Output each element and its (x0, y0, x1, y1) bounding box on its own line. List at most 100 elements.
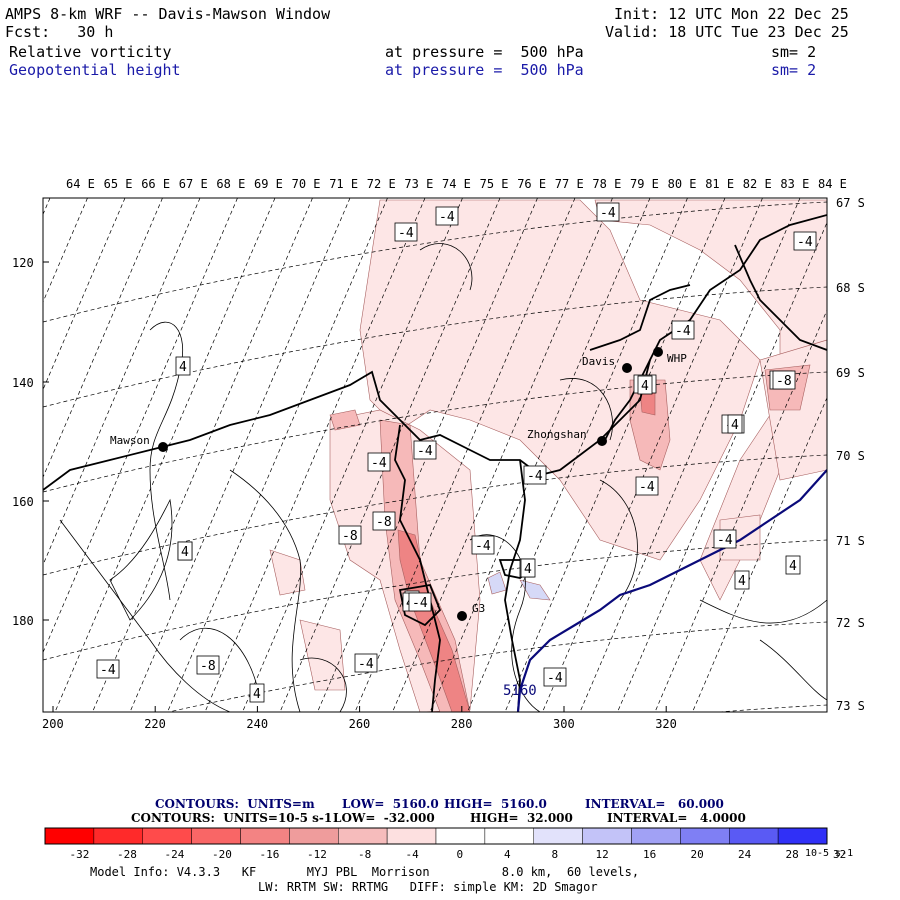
x-tick-label: 280 (451, 717, 473, 731)
contour-units-height: CONTOURS: UNITS=m (155, 797, 315, 811)
contour-label: 4 (641, 379, 649, 394)
longitude-tick-label: 82 E (743, 177, 772, 191)
vorticity-shade-region (329, 409, 361, 431)
contour-label: 5160 (503, 683, 537, 699)
contour-label-box (793, 231, 817, 251)
contour-label-box (175, 356, 191, 376)
contour-label: 4 (738, 574, 746, 589)
colorbar-tick-label: 32 (833, 848, 846, 861)
contour-label-box (96, 659, 120, 679)
forecast-hour: Fcst: 30 h (5, 23, 114, 41)
contour-label: -8 (776, 374, 792, 389)
longitude-tick-label: 72 E (367, 177, 396, 191)
contour-label: 4 (253, 687, 261, 702)
x-tick-label: 200 (42, 717, 64, 731)
longitude-gridline (92, 198, 313, 712)
longitude-gridline (43, 198, 238, 654)
contour-label-box (338, 525, 362, 545)
model-info-line1: Model Info: V4.3.3 KF MYJ PBL Morrison 8… (90, 865, 640, 879)
field1-smooth: sm= 2 (771, 43, 817, 61)
coastline (394, 424, 441, 712)
station-marker (653, 347, 663, 357)
figure-title: AMPS 8-km WRF -- Davis-Mawson Window (5, 5, 331, 23)
vorticity-contour-line (229, 469, 302, 712)
x-tick-label: 320 (655, 717, 677, 731)
longitude-tick-label: 75 E (480, 177, 509, 191)
contour-label-box (785, 555, 801, 575)
contour-label: -4 (417, 444, 433, 459)
model-info-line2: LW: RRTM SW: RRTMG DIFF: simple KM: 2D S… (258, 880, 598, 894)
contour-label: -4 (639, 480, 655, 495)
contour-label-box (367, 452, 391, 472)
station-label: Davis (582, 355, 615, 368)
longitude-gridline (43, 198, 88, 303)
contour-high-height: HIGH= 5160.0 (444, 797, 547, 811)
contour-label-box (727, 414, 743, 434)
longitude-gridline (242, 198, 463, 712)
colorbar-segment (289, 827, 339, 845)
contour-label: 4 (181, 545, 189, 560)
coastline (734, 244, 827, 351)
colorbar-tick-label: 28 (786, 848, 799, 861)
colorbar-tick-label: 0 (457, 848, 464, 861)
longitude-gridline (204, 198, 426, 712)
contour-label-box (408, 592, 432, 612)
colorbar-tick-label: -8 (358, 848, 371, 861)
contour-label-box (394, 222, 418, 242)
latitude-tick-label: 69 S (836, 366, 865, 380)
contour-label-box (772, 370, 796, 390)
colorbar-tick-label: -32 (70, 848, 90, 861)
longitude-tick-label: 80 E (668, 177, 697, 191)
longitude-gridline (279, 198, 501, 712)
colorbar-tick-label: -20 (212, 848, 232, 861)
y-tick-label: 160 (12, 495, 34, 509)
longitude-gridline (129, 198, 351, 712)
colorbar-segment (777, 827, 828, 845)
longitude-tick-label: 64 E (66, 177, 95, 191)
coastline (604, 359, 651, 441)
y-tick-label: 180 (12, 614, 34, 628)
contour-label: -4 (358, 657, 374, 672)
coastline (43, 214, 827, 491)
y-tick-label: 120 (12, 256, 34, 270)
contour-label-box (713, 529, 737, 549)
longitude-tick-label: 71 E (329, 177, 358, 191)
contour-label-box (734, 570, 750, 590)
colorbar-segment (191, 827, 241, 845)
longitude-gridline (54, 198, 276, 712)
contour-label: -4 (475, 539, 491, 554)
contour-label-box (196, 655, 220, 675)
colorbar-tick-label: 16 (643, 848, 656, 861)
vorticity-contour-line (59, 519, 231, 712)
vorticity-shade-region (487, 571, 507, 595)
vorticity-contour-line (469, 534, 541, 712)
colorbar-segment (435, 827, 486, 845)
contour-units-vort: CONTOURS: UNITS=10-5 s-1 (131, 811, 333, 825)
contour-high-vort: HIGH= 32.000 (470, 811, 573, 825)
longitude-gridline (504, 198, 726, 712)
contour-label-box (177, 541, 193, 561)
vorticity-contour-line (759, 639, 827, 701)
x-tick-label: 300 (553, 717, 575, 731)
longitude-gridline (617, 221, 827, 712)
colorbar-segment (240, 827, 290, 845)
contour-label-box (520, 558, 536, 578)
latitude-tick-label: 68 S (836, 281, 865, 295)
longitude-gridline (392, 198, 613, 712)
longitude-tick-label: 83 E (780, 177, 809, 191)
colorbar-segment (386, 827, 437, 845)
longitude-tick-label: 73 E (404, 177, 433, 191)
latitude-tick-label: 73 S (836, 699, 865, 713)
longitude-tick-label: 65 E (104, 177, 133, 191)
colorbar-tick-label: -28 (117, 848, 137, 861)
contour-label-box (671, 320, 695, 340)
valid-time: Valid: 18 UTC Tue 23 Dec 25 (605, 23, 849, 41)
colorbar-segment (44, 827, 95, 845)
contour-label: -4 (717, 533, 733, 548)
colorbar-tick-label: 20 (691, 848, 704, 861)
longitude-gridline (167, 198, 388, 712)
colorbar-tick-label: -4 (406, 848, 420, 861)
longitude-gridline (692, 396, 827, 712)
latitude-tick-label: 70 S (836, 449, 865, 463)
longitude-gridline (654, 309, 827, 712)
